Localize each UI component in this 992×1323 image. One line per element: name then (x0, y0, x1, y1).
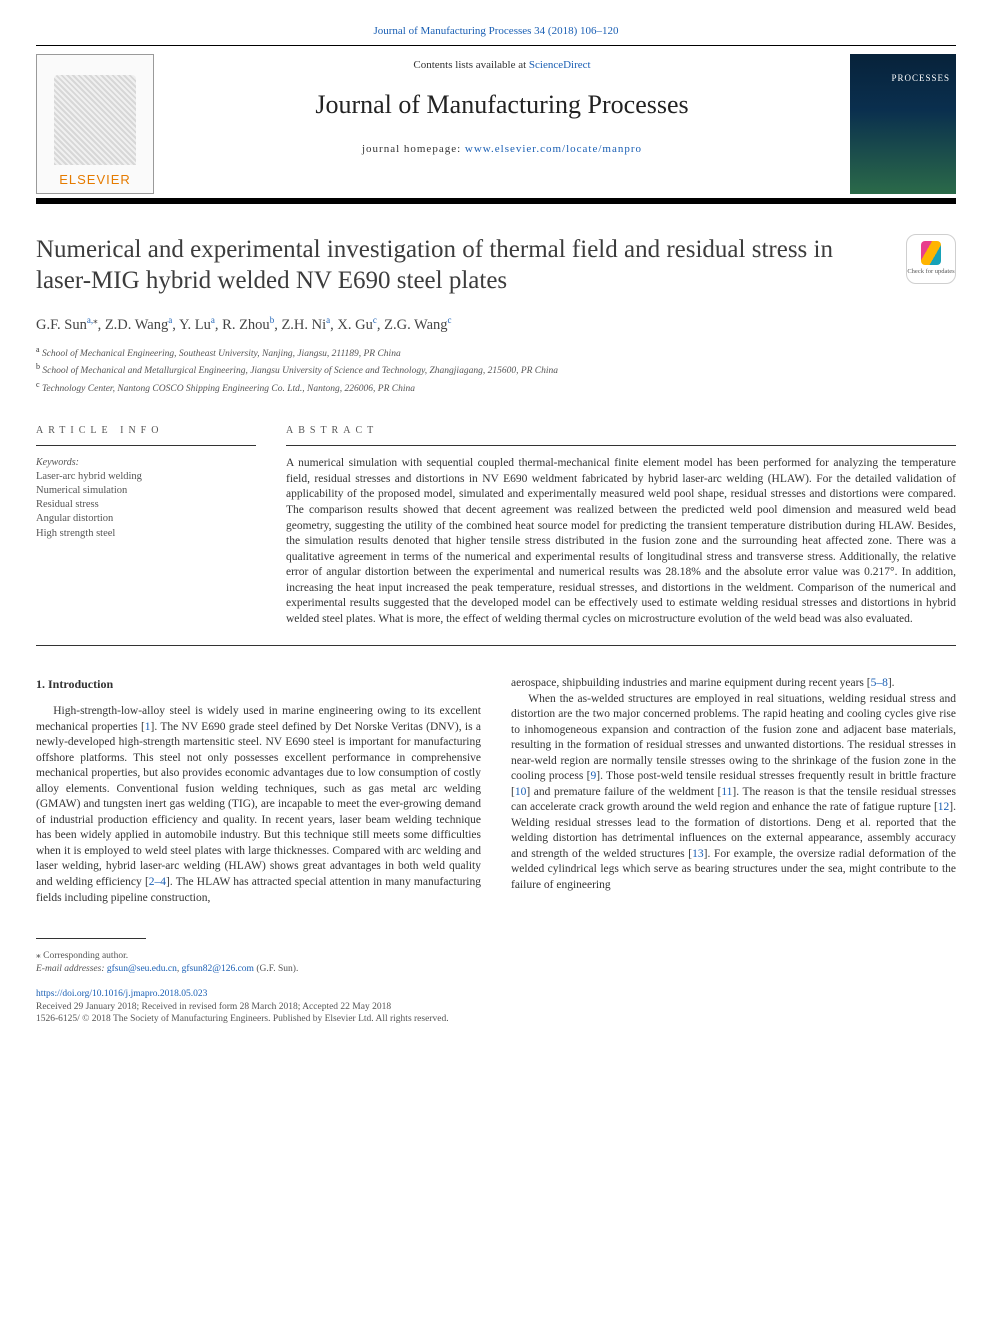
keyword-item: High strength steel (36, 527, 256, 541)
journal-homepage-line: journal homepage: www.elsevier.com/locat… (168, 142, 836, 157)
publisher-name: ELSEVIER (59, 171, 131, 189)
copyright-line: 1526-6125/ © 2018 The Society of Manufac… (36, 1013, 956, 1026)
abstract-text: A numerical simulation with sequential c… (286, 456, 956, 627)
body-two-column: 1. Introduction High-strength-low-alloy … (36, 676, 956, 906)
keyword-item: Angular distortion (36, 512, 256, 526)
body-column-right: aerospace, shipbuilding industries and m… (511, 676, 956, 906)
body-column-left: 1. Introduction High-strength-low-alloy … (36, 676, 481, 906)
check-updates-badge[interactable]: Check for updates (906, 234, 956, 284)
updates-badge-text: Check for updates (907, 268, 954, 277)
journal-homepage-link[interactable]: www.elsevier.com/locate/manpro (465, 143, 642, 155)
section-heading: 1. Introduction (36, 676, 481, 692)
abstract-column: ABSTRACT A numerical simulation with seq… (286, 424, 956, 627)
affiliation-line: a School of Mechanical Engineering, Sout… (36, 344, 956, 361)
author-email-link[interactable]: gfsun82@126.com (182, 964, 254, 974)
article-info-column: ARTICLE INFO Keywords: Laser-arc hybrid … (36, 424, 256, 627)
received-dates: Received 29 January 2018; Received in re… (36, 1001, 956, 1014)
affiliation-line: b School of Mechanical and Metallurgical… (36, 361, 956, 378)
journal-name: Journal of Manufacturing Processes (168, 87, 836, 122)
keywords-label: Keywords: (36, 456, 256, 470)
affiliation-line: c Technology Center, Nantong COSCO Shipp… (36, 379, 956, 396)
elsevier-tree-icon (54, 75, 136, 165)
cover-text: PROCESSES (891, 72, 950, 84)
citation-link[interactable]: Journal of Manufacturing Processes 34 (2… (373, 25, 618, 37)
keyword-item: Numerical simulation (36, 484, 256, 498)
doi-link[interactable]: https://doi.org/10.1016/j.jmapro.2018.05… (36, 988, 956, 1001)
keyword-item: Residual stress (36, 498, 256, 512)
abstract-heading: ABSTRACT (286, 424, 956, 447)
homepage-prefix: journal homepage: (362, 143, 465, 155)
article-title: Numerical and experimental investigation… (36, 234, 888, 297)
sciencedirect-link[interactable]: ScienceDirect (529, 59, 591, 71)
footnote-rule (36, 938, 146, 939)
contents-available-line: Contents lists available at ScienceDirec… (168, 58, 836, 73)
author-list: G.F. Suna,⁎, Z.D. Wanga, Y. Lua, R. Zhou… (36, 314, 956, 335)
body-paragraph: When the as-welded structures are employ… (511, 692, 956, 894)
running-head: Journal of Manufacturing Processes 34 (2… (0, 0, 992, 45)
journal-cover-thumbnail: PROCESSES (850, 54, 956, 194)
email-label: E-mail addresses: (36, 964, 105, 974)
body-paragraph: High-strength-low-alloy steel is widely … (36, 704, 481, 906)
article-footer: ⁎ Corresponding author. E-mail addresses… (0, 938, 992, 1054)
journal-header: ELSEVIER Contents lists available at Sci… (0, 45, 992, 194)
abstract-bottom-rule (36, 645, 956, 646)
body-paragraph: aerospace, shipbuilding industries and m… (511, 676, 956, 692)
email-line: E-mail addresses: gfsun@seu.edu.cn, gfsu… (36, 963, 956, 976)
publisher-logo: ELSEVIER (36, 54, 154, 194)
crossmark-icon (921, 241, 941, 265)
corresponding-author-note: ⁎ Corresponding author. (36, 945, 956, 963)
keyword-item: Laser-arc hybrid welding (36, 470, 256, 484)
email-attribution: (G.F. Sun). (254, 964, 298, 974)
article-info-heading: ARTICLE INFO (36, 424, 256, 447)
author-email-link[interactable]: gfsun@seu.edu.cn (107, 964, 177, 974)
contents-prefix: Contents lists available at (413, 59, 528, 71)
affiliations: a School of Mechanical Engineering, Sout… (36, 344, 956, 396)
